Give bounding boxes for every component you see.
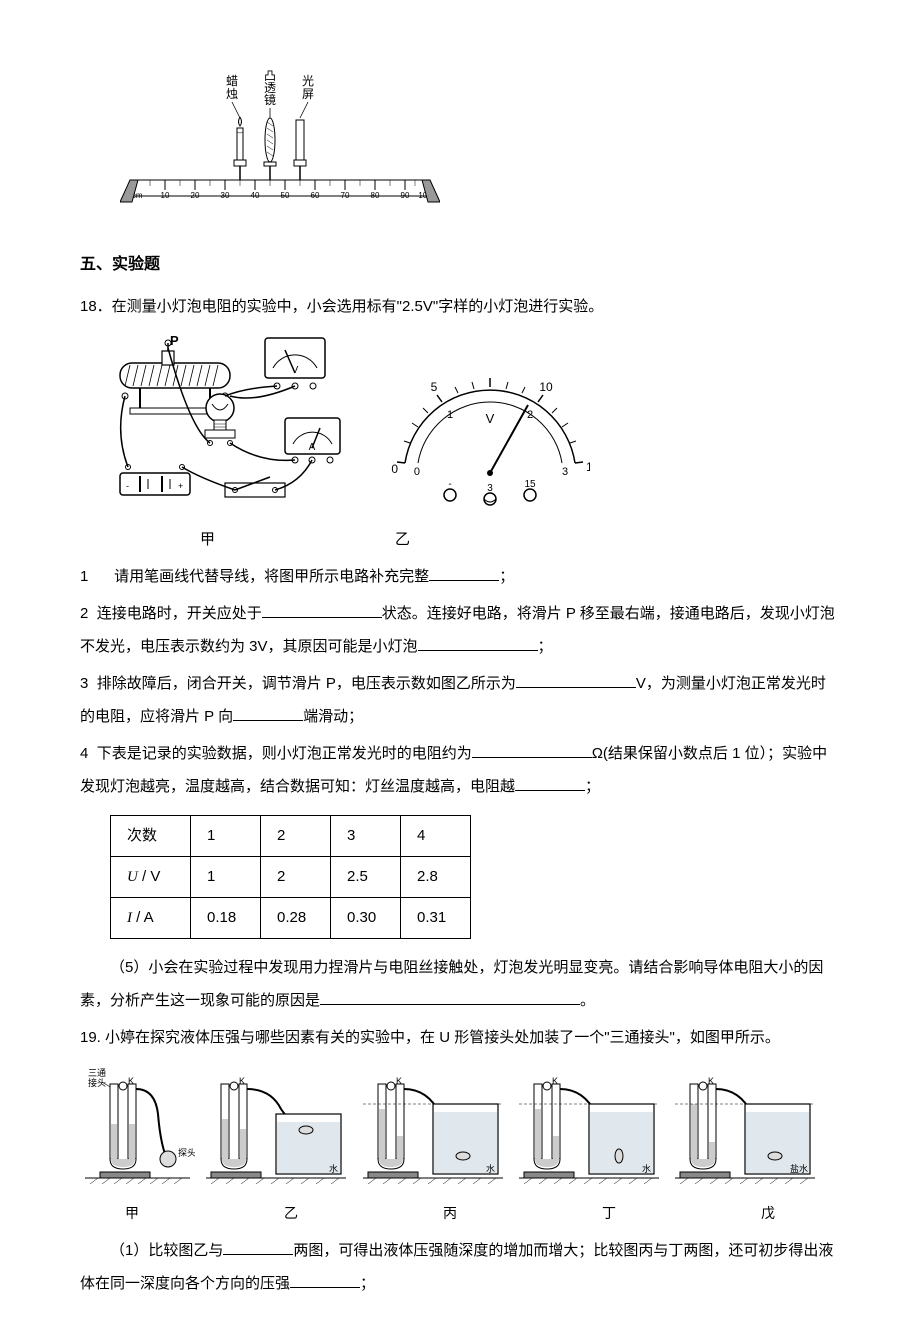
svg-text:盐水: 盐水 [790, 1163, 808, 1174]
svg-text:三通: 三通 [88, 1068, 106, 1078]
svg-text:烛: 烛 [226, 87, 238, 101]
circuit-voltmeter-figure: P [100, 333, 840, 513]
q18-sub4: 4 下表是记录的实验数据，则小灯泡正常发光时的电阻约为Ω(结果保留小数点后 1 … [80, 737, 840, 803]
svg-text:+: + [178, 481, 183, 491]
utube-jia: 三通 接头 K 探头 [80, 1064, 195, 1194]
svg-text:K: K [552, 1076, 558, 1086]
label-yi: 乙 [395, 523, 410, 556]
utube-wu: K 盐水 [670, 1064, 820, 1194]
svg-text:镜: 镜 [264, 92, 276, 107]
voltmeter-dial-svg: 0 5 10 15 0 1 2 3 V - 3 15 [390, 363, 590, 513]
table-row-header: 次数 1 2 3 4 [111, 816, 471, 857]
svg-text:40: 40 [251, 191, 260, 200]
q18-sub3: 3 排除故障后，闭合开关，调节滑片 P，电压表示数如图乙所示为V，为测量小灯泡正… [80, 667, 840, 733]
svg-text:2: 2 [527, 409, 533, 421]
q18-intro: 18．在测量小灯泡电阻的实验中，小会选用标有"2.5V"字样的小灯泡进行实验。 [80, 290, 840, 323]
utube-figure: 三通 接头 K 探头 [80, 1064, 840, 1229]
svg-text:-: - [448, 479, 451, 490]
svg-text:3: 3 [562, 466, 568, 478]
svg-text:P: P [170, 333, 179, 348]
svg-text:K: K [708, 1076, 714, 1086]
svg-text:V: V [486, 411, 495, 426]
optical-bench-svg: 蜡 烛 凸 透 镜 光 屏 [120, 70, 440, 220]
svg-text:1: 1 [447, 409, 453, 421]
circuit-svg: P [100, 333, 350, 513]
svg-text:15: 15 [524, 479, 536, 490]
optical-bench-figure: 蜡 烛 凸 透 镜 光 屏 [120, 70, 840, 232]
svg-text:探头: 探头 [178, 1147, 195, 1158]
svg-text:水: 水 [642, 1163, 651, 1174]
svg-text:50: 50 [281, 191, 290, 200]
svg-text:10: 10 [161, 191, 170, 200]
svg-text:70: 70 [341, 191, 350, 200]
svg-text:屏: 屏 [302, 87, 314, 101]
q19-intro: 19. 小婷在探究液体压强与哪些因素有关的实验中，在 U 形管接头处加装了一个"… [80, 1021, 840, 1054]
svg-text:V: V [292, 365, 299, 376]
label-jia: 甲 [200, 523, 215, 556]
svg-text:K: K [128, 1076, 134, 1086]
table-row-voltage: U / V 1 2 2.5 2.8 [111, 857, 471, 898]
q18-sub5: （5）小会在实验过程中发现用力捏滑片与电阻丝接触处，灯泡发光明显变亮。请结合影响… [80, 951, 840, 1017]
svg-text:80: 80 [371, 191, 380, 200]
svg-text:10: 10 [539, 380, 553, 394]
svg-text:5: 5 [431, 380, 438, 394]
svg-text:水: 水 [486, 1163, 495, 1174]
svg-text:水: 水 [329, 1163, 338, 1174]
svg-text:90: 90 [401, 191, 410, 200]
svg-text:光: 光 [302, 74, 314, 88]
svg-text:K: K [239, 1076, 245, 1086]
q18-data-table: 次数 1 2 3 4 U / V 1 2 2.5 2.8 I / A 0.18 … [110, 815, 471, 939]
svg-text:30: 30 [221, 191, 230, 200]
svg-text:0: 0 [391, 462, 398, 476]
table-row-current: I / A 0.18 0.28 0.30 0.31 [111, 898, 471, 939]
svg-text:蜡: 蜡 [226, 74, 238, 88]
svg-text:-: - [126, 481, 129, 491]
utube-ding: K 水 [514, 1064, 664, 1194]
utube-bing: K 水 [358, 1064, 508, 1194]
svg-text:0: 0 [414, 466, 420, 478]
utube-labels-row: 甲 乙 丙 丁 戊 [80, 1198, 820, 1229]
circuit-labels: 甲 乙 [200, 523, 840, 556]
utube-yi: K 水 [201, 1064, 351, 1194]
svg-text:A: A [309, 442, 316, 453]
svg-text:3: 3 [487, 483, 493, 494]
q18-sub2: 2 连接电路时，开关应处于状态。连接好电路，将滑片 P 移至最右端，接通电路后，… [80, 597, 840, 663]
q19-sub1: （1）比较图乙与两图，可得出液体压强随深度的增加而增大；比较图丙与丁两图，还可初… [80, 1234, 840, 1300]
svg-text:K: K [396, 1076, 402, 1086]
svg-text:20: 20 [191, 191, 200, 200]
section-5-title: 五、实验题 [80, 247, 840, 282]
svg-text:15: 15 [586, 460, 590, 474]
svg-text:60: 60 [311, 191, 320, 200]
q18-sub1: 1 请用笔画线代替导线，将图甲所示电路补充完整； [80, 560, 840, 593]
